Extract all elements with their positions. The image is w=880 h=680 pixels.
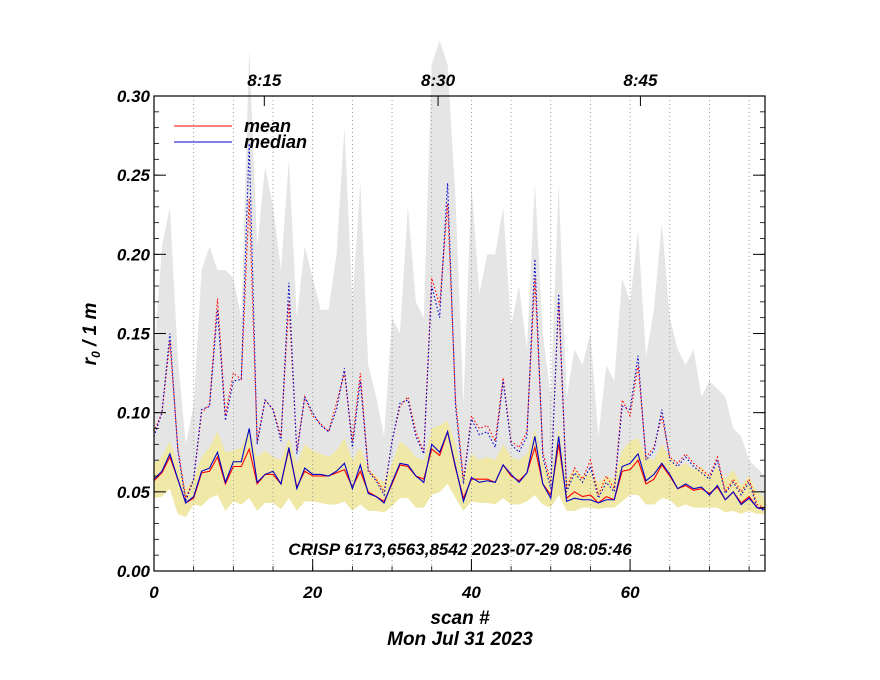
- y-tick-label: 0.00: [117, 562, 151, 581]
- y-tick-label: 0.20: [117, 245, 151, 264]
- top-tick-label: 8:15: [247, 71, 282, 90]
- top-tick-label: 8:30: [421, 71, 456, 90]
- x-axis-label: scan #: [430, 608, 490, 629]
- median-line: [153, 428, 766, 510]
- y-tick-label: 0.05: [117, 483, 151, 502]
- x-tick-label: 40: [461, 583, 481, 602]
- series-3-dotted-line: [153, 143, 766, 512]
- legend-label-median: median: [244, 132, 307, 152]
- y-tick-label: 0.10: [117, 404, 151, 423]
- y-tick-label: 0.30: [117, 87, 151, 106]
- y-axis-label-rest: / 1 m: [80, 303, 101, 352]
- legend: mean median: [174, 116, 307, 152]
- y-axis-label-subscript: 0: [89, 351, 103, 358]
- top-tick-label: 8:45: [623, 71, 658, 90]
- bands-layer: [154, 40, 765, 518]
- y-tick-label: 0.25: [117, 166, 151, 185]
- spread-band-1: [154, 420, 765, 518]
- axis-ticks: 0.00 0.05 0.10 0.15 0.20 0.25 0.30 0 20 40 60 8:15 8…: [117, 71, 765, 602]
- date-label: Mon Jul 31 2023: [387, 629, 533, 650]
- chart-annotation: CRISP 6173,6563,8542 2023-07-29 08:05:46: [288, 540, 632, 559]
- x-tick-label: 20: [302, 583, 322, 602]
- x-tick-label: 0: [149, 583, 159, 602]
- series-layer: [153, 143, 766, 512]
- y-axis-label: r0 / 1 m: [80, 303, 103, 366]
- x-tick-label: 60: [621, 583, 640, 602]
- y-axis-label-main: r: [80, 356, 101, 365]
- series-2-dotted-line: [153, 198, 766, 509]
- spread-band-0: [154, 40, 765, 511]
- legend-label-mean: mean: [244, 116, 291, 136]
- y-tick-label: 0.15: [117, 325, 151, 344]
